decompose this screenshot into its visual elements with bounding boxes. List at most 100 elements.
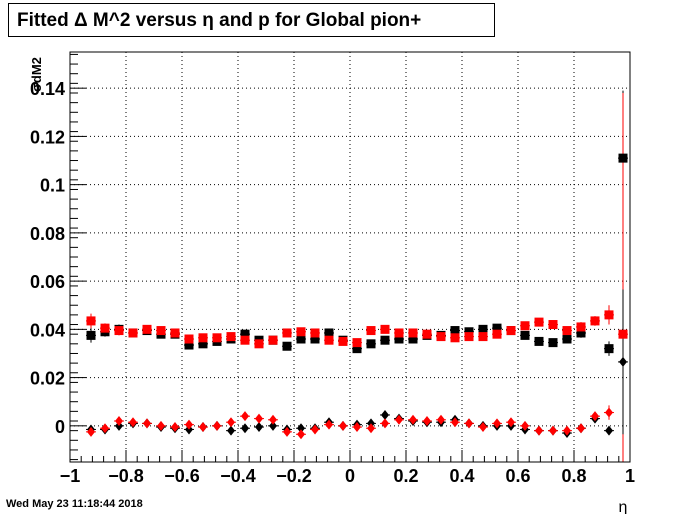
data-point-diamond — [479, 422, 487, 433]
data-point-diamond — [241, 411, 249, 422]
data-point-square — [576, 328, 586, 338]
data-point-diamond — [87, 426, 95, 437]
data-point-diamond — [619, 356, 627, 367]
x-axis-label: η — [619, 499, 628, 514]
data-point-square — [352, 344, 362, 354]
data-point-square — [282, 341, 292, 351]
data-point-diamond — [325, 419, 333, 430]
data-point-diamond — [241, 423, 249, 434]
x-tick-label: −1 — [60, 466, 81, 486]
data-point-square — [604, 310, 614, 320]
data-point-square — [226, 332, 236, 342]
data-point-square — [618, 153, 628, 163]
data-point-diamond — [367, 423, 375, 434]
data-point-diamond — [297, 423, 305, 434]
data-point-square — [478, 324, 488, 334]
data-point-diamond — [157, 420, 165, 431]
data-point-square — [86, 316, 96, 326]
y-tick-label: 0 — [55, 417, 65, 437]
data-point-square — [450, 326, 460, 336]
data-point-square — [618, 329, 628, 339]
data-point-square — [576, 322, 586, 332]
data-point-square — [184, 334, 194, 344]
error-bars — [86, 90, 628, 462]
y-axis-label: σdM2 — [29, 57, 44, 92]
x-tick-label: 0 — [345, 466, 355, 486]
grid-lines — [70, 52, 630, 462]
data-point-diamond — [185, 419, 193, 430]
data-point-diamond — [115, 416, 123, 426]
data-point-square — [198, 333, 208, 343]
data-markers — [86, 153, 628, 440]
data-point-square — [436, 332, 446, 342]
data-point-square — [520, 330, 530, 340]
data-point-diamond — [129, 417, 137, 428]
data-point-square — [520, 321, 530, 331]
data-point-diamond — [255, 422, 263, 433]
x-tick-label: −0.6 — [164, 466, 200, 486]
data-point-square — [324, 328, 334, 338]
data-point-square — [212, 333, 222, 343]
x-tick-label: −0.8 — [108, 466, 144, 486]
x-tick-label: 1 — [625, 466, 635, 486]
data-point-square — [282, 328, 292, 338]
data-point-diamond — [311, 424, 319, 435]
data-point-square — [394, 328, 404, 338]
data-point-square — [366, 339, 376, 349]
data-point-diamond — [171, 422, 179, 433]
x-tick-label: 0.4 — [449, 466, 474, 486]
data-point-diamond — [269, 420, 277, 431]
data-point-square — [562, 326, 572, 336]
data-point-square — [240, 335, 250, 345]
data-point-diamond — [605, 425, 613, 436]
data-point-square — [380, 324, 390, 334]
y-tick-label: 0.02 — [30, 369, 65, 389]
data-point-square — [268, 335, 278, 345]
data-point-square — [492, 323, 502, 333]
x-tick-label: 0.2 — [393, 466, 418, 486]
data-point-square — [422, 329, 432, 339]
data-point-diamond — [577, 423, 585, 434]
data-point-diamond — [339, 420, 347, 431]
data-point-square — [408, 328, 418, 338]
chart-title: Fitted Δ M^2 versus η and p for Global p… — [8, 3, 495, 37]
data-point-square — [198, 339, 208, 349]
data-point-diamond — [227, 425, 235, 436]
data-point-square — [184, 340, 194, 350]
axis-ticks — [69, 53, 631, 462]
data-point-square — [296, 334, 306, 344]
data-point-diamond — [423, 416, 431, 426]
data-point-square — [492, 329, 502, 339]
data-point-square — [296, 327, 306, 337]
y-tick-label: 0.06 — [30, 272, 65, 292]
data-point-square — [506, 326, 516, 336]
x-tick-label: 0.6 — [505, 466, 530, 486]
data-point-square — [450, 333, 460, 343]
data-point-diamond — [409, 414, 417, 425]
data-point-diamond — [591, 411, 599, 422]
data-point-square — [548, 338, 558, 348]
x-tick-label: −0.2 — [276, 466, 312, 486]
data-point-diamond — [269, 414, 277, 425]
data-point-square — [590, 316, 600, 326]
data-point-square — [128, 328, 138, 338]
data-point-square — [142, 324, 152, 334]
data-point-square — [324, 335, 334, 345]
data-point-square — [100, 323, 110, 333]
data-point-square — [394, 334, 404, 344]
data-point-square — [562, 334, 572, 344]
y-tick-label: 0.1 — [40, 176, 65, 196]
data-point-diamond — [255, 413, 263, 424]
x-tick-label: −0.4 — [220, 466, 256, 486]
data-point-square — [114, 326, 124, 336]
data-point-square — [338, 336, 348, 346]
data-point-diamond — [101, 423, 109, 434]
data-point-diamond — [297, 429, 305, 440]
data-point-square — [352, 338, 362, 348]
data-point-diamond — [381, 418, 389, 429]
data-point-diamond — [563, 425, 571, 436]
data-point-diamond — [437, 414, 445, 425]
data-point-square — [534, 317, 544, 327]
data-point-square — [464, 327, 474, 337]
